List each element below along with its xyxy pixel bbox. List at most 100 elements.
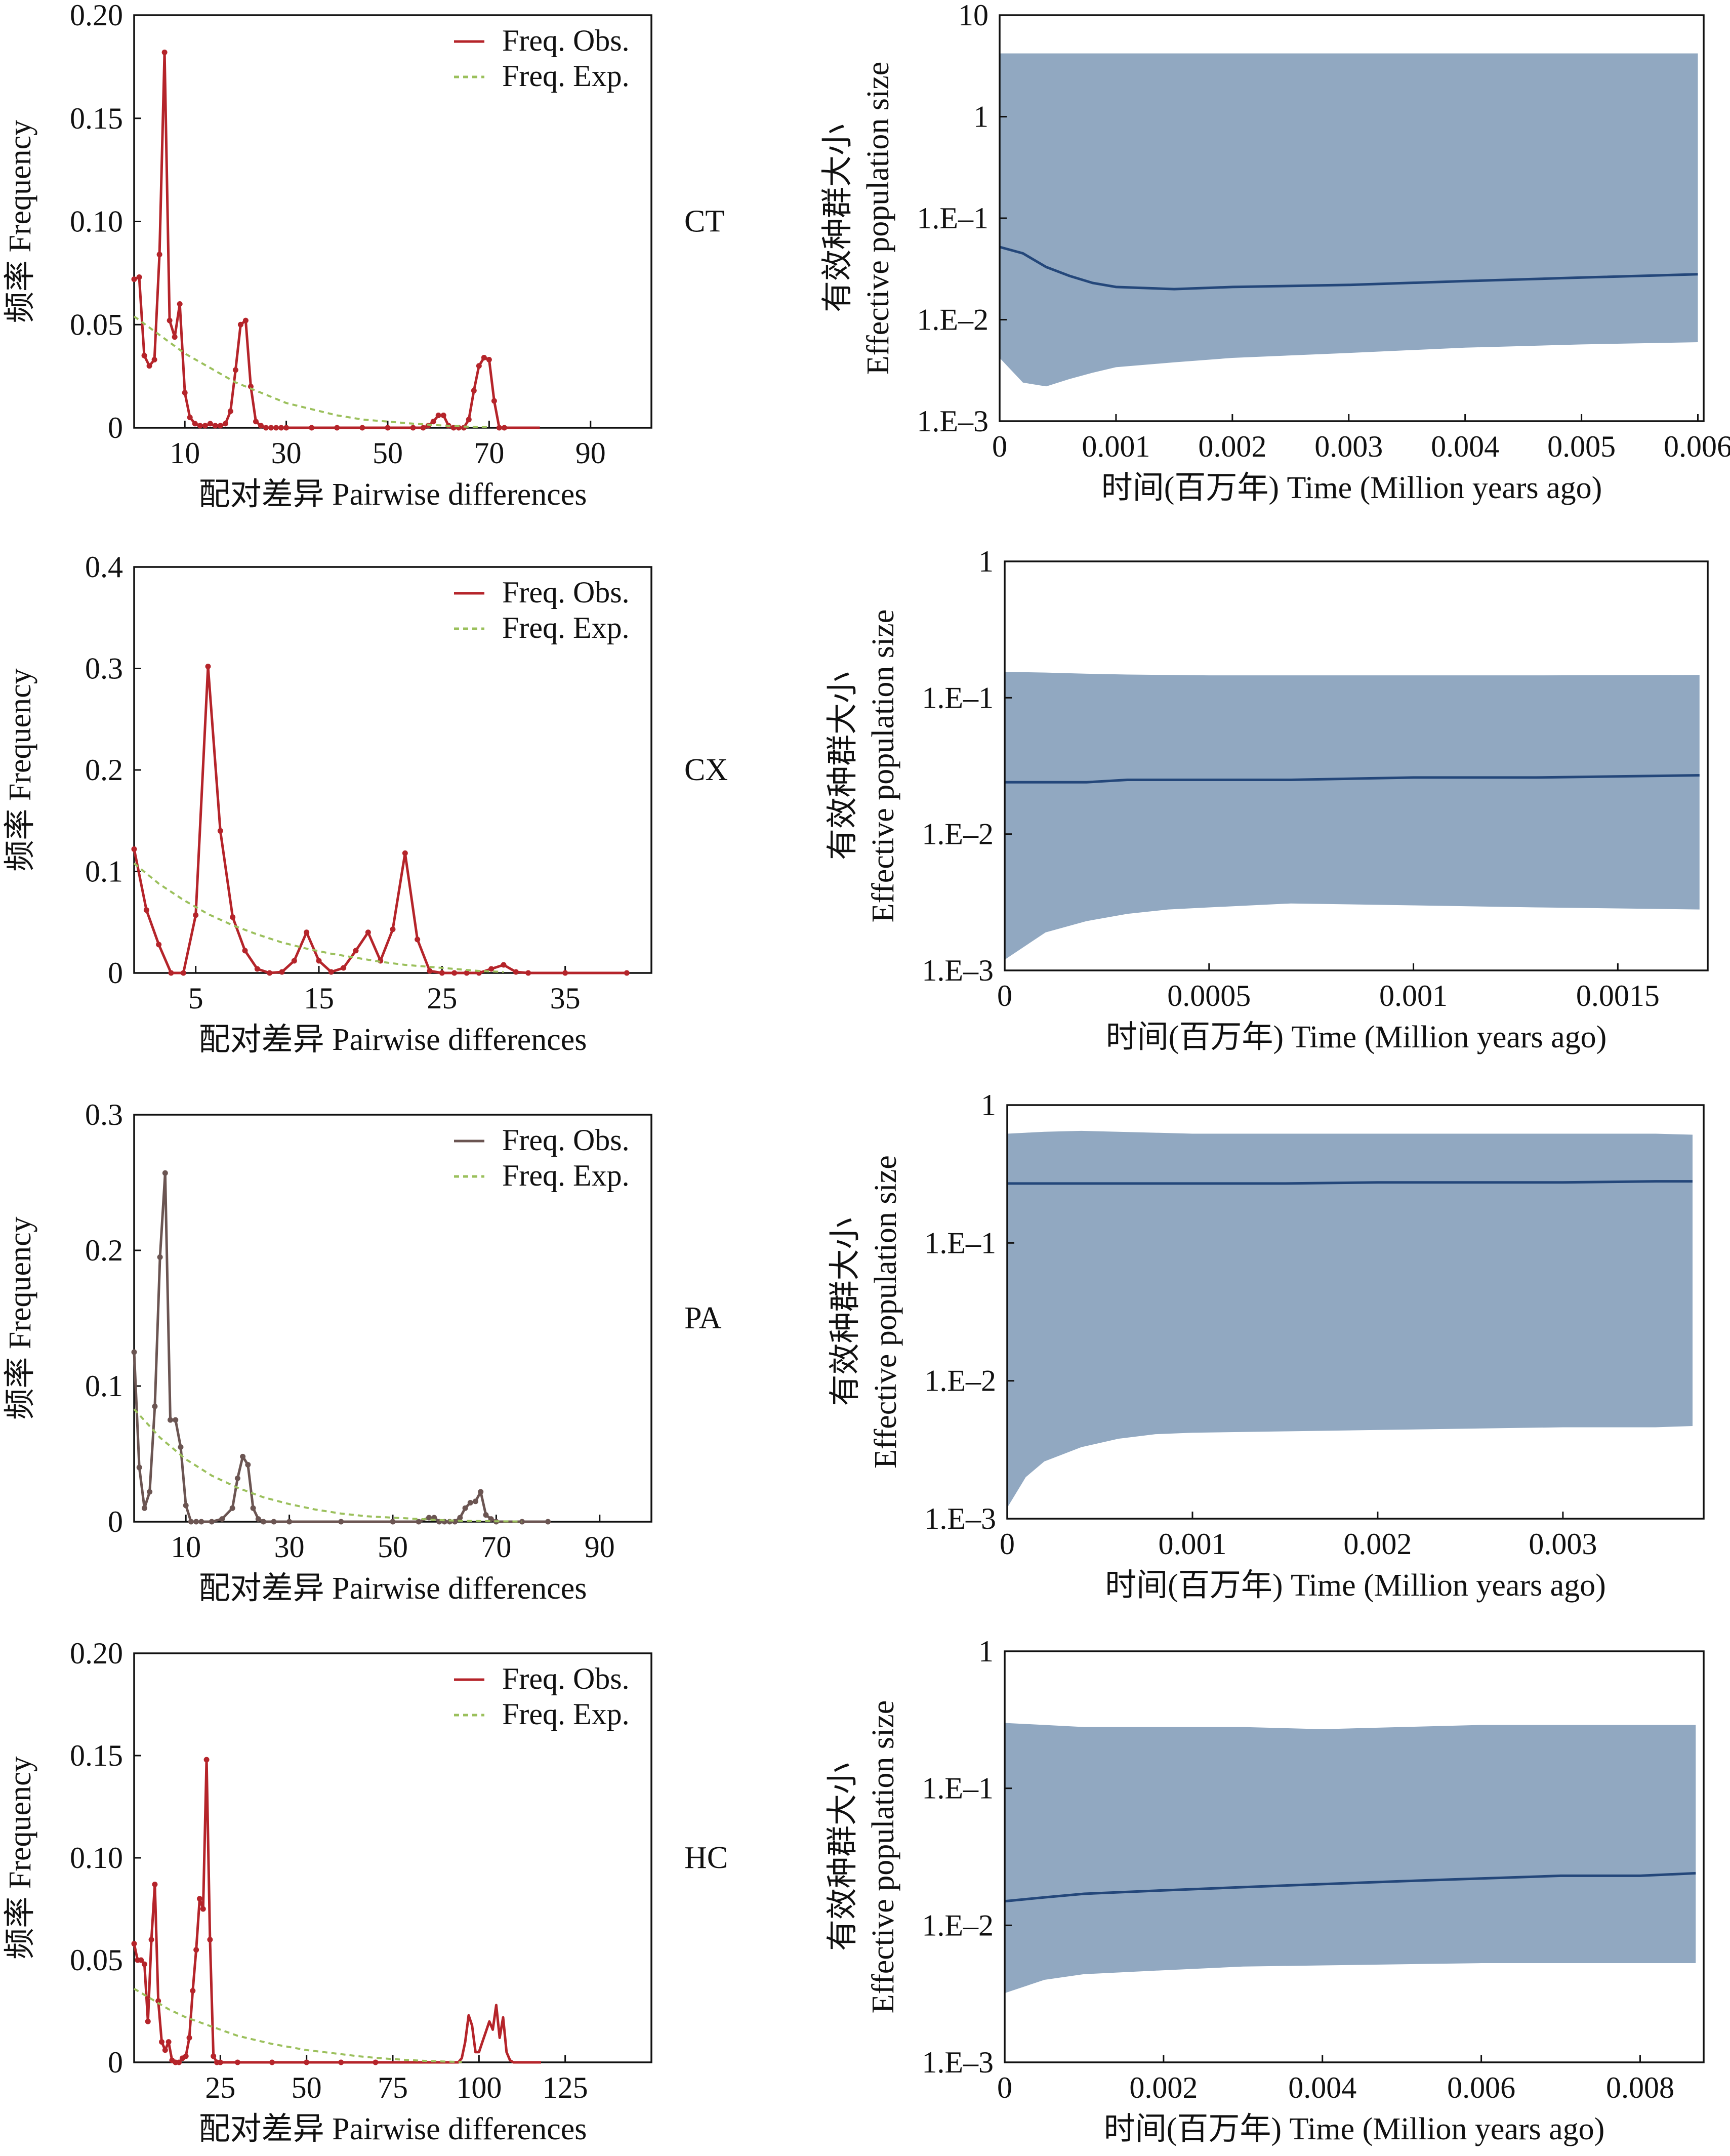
population-label: CT (684, 205, 724, 239)
x-tick-label: 100 (456, 2071, 502, 2104)
y-tick-label: 1.E–1 (924, 1226, 996, 1259)
observed-point (304, 929, 310, 935)
mismatch-panel-ct: 10 30 50 70 90 0 0.05 0.10 0.15 0.20 配对差异 Pairwise… (3, 0, 724, 512)
x-tick-label: 5 (188, 982, 203, 1015)
x-axis-title: 配对差异 Pairwise differences (199, 1023, 587, 1057)
observed-point (234, 2059, 240, 2065)
observed-point (143, 907, 149, 913)
y-axis-title: Effective population size (866, 609, 900, 923)
observed-point (473, 1498, 479, 1504)
x-tick-label: 0.004 (1288, 2071, 1356, 2104)
observed-series-line (133, 1171, 548, 1523)
observed-point (217, 2059, 223, 2065)
x-tick-label: 125 (543, 2071, 588, 2104)
population-label: PA (684, 1301, 722, 1335)
observed-point (193, 1947, 199, 1953)
y-tick-label: 0.20 (70, 0, 123, 32)
observed-point (141, 1961, 147, 1967)
observed-point (207, 1937, 213, 1943)
median-population-line (1004, 1872, 1696, 1903)
observed-point (227, 408, 233, 414)
observed-point (136, 274, 142, 280)
observed-point (273, 425, 279, 431)
x-tick-label: 0.005 (1547, 430, 1616, 463)
observed-point (430, 419, 436, 425)
y-tick-label: 0.15 (70, 1739, 123, 1772)
y-tick-label: 1 (973, 100, 988, 134)
observed-point (152, 1882, 158, 1888)
observed-point (385, 425, 391, 431)
observed-point (519, 1519, 525, 1525)
observed-point (457, 1515, 463, 1521)
observed-point (373, 2059, 379, 2065)
x-tick-label: 0.001 (1379, 979, 1448, 1012)
x-tick-label: 25 (205, 2071, 235, 2104)
y-axis-title: 频率 Frequency (3, 668, 37, 871)
observed-point (316, 958, 322, 964)
observed-point (271, 1519, 277, 1525)
observed-point (193, 1519, 199, 1525)
observed-point (183, 2053, 189, 2059)
observed-point (268, 425, 274, 431)
skyline-panel-2: 0 0.0005 0.001 0.0015 1.E–3 1.E–2 1.E–1 1 时间(百万年… (826, 545, 1709, 1054)
observed-point (148, 1937, 154, 1943)
x-tick-label: 50 (378, 1530, 408, 1564)
observed-point (146, 363, 152, 369)
observed-point (245, 1461, 251, 1468)
observed-point (248, 384, 254, 389)
observed-point (237, 321, 243, 328)
x-tick-label: 35 (550, 982, 581, 1015)
observed-point (491, 398, 497, 404)
observed-point (203, 1757, 210, 1763)
observed-point (304, 2059, 310, 2065)
observed-point (182, 390, 188, 396)
axes-frame (1006, 1104, 1705, 1520)
x-tick-label: 50 (292, 2071, 322, 2104)
observed-point (254, 966, 260, 972)
observed-point (420, 425, 426, 431)
observed-point (217, 423, 223, 429)
legend-label: Freq. Exp. (502, 1159, 630, 1192)
observed-point (131, 276, 137, 282)
observed-point (501, 425, 507, 431)
observed-point (353, 948, 359, 954)
x-tick-label: 0.002 (1343, 1527, 1412, 1561)
x-tick-label: 10 (171, 1530, 201, 1564)
observed-point (390, 1519, 396, 1525)
x-tick-label: 30 (271, 436, 302, 470)
observed-point (161, 49, 168, 55)
y-tick-label: 0.10 (70, 1841, 123, 1875)
observed-point (234, 1475, 240, 1481)
observed-point (426, 1515, 432, 1521)
y-tick-label: 0.10 (70, 205, 123, 238)
legend-label: Freq. Exp. (502, 59, 630, 93)
observed-point (402, 850, 408, 856)
y-axis-title: Effective population size (869, 1155, 903, 1469)
observed-point (624, 970, 630, 976)
observed-point (467, 1499, 473, 1506)
observed-point (255, 1516, 261, 1522)
observed-point (196, 1896, 202, 1902)
skyline-panel-4: 0 0.002 0.004 0.006 0.008 1.E–3 1.E–2 1.E–1 1 时间(… (826, 1635, 1705, 2146)
x-tick-label: 70 (474, 436, 504, 470)
y-tick-label: 1.E–3 (924, 1502, 996, 1535)
y-axis-title: 有效种群大小 (826, 1763, 860, 1951)
x-tick-label: 0 (997, 979, 1012, 1012)
legend-label: Freq. Obs. (502, 1662, 630, 1695)
observed-point (159, 2039, 165, 2045)
y-tick-label: 1.E–2 (917, 303, 988, 337)
observed-point (462, 1505, 468, 1511)
observed-point (481, 354, 487, 360)
y-tick-label: 1.E–2 (924, 1364, 996, 1398)
observed-point (207, 421, 213, 427)
observed-point (545, 1519, 551, 1525)
observed-point (202, 423, 208, 429)
x-tick-label: 0 (1000, 1527, 1015, 1561)
observed-point (488, 966, 495, 972)
axes-frame (1004, 560, 1709, 971)
observed-point (192, 421, 198, 427)
observed-point (232, 367, 238, 373)
observed-point (338, 2059, 344, 2065)
legend-label: Freq. Obs. (502, 1123, 630, 1157)
observed-point (269, 2059, 275, 2065)
